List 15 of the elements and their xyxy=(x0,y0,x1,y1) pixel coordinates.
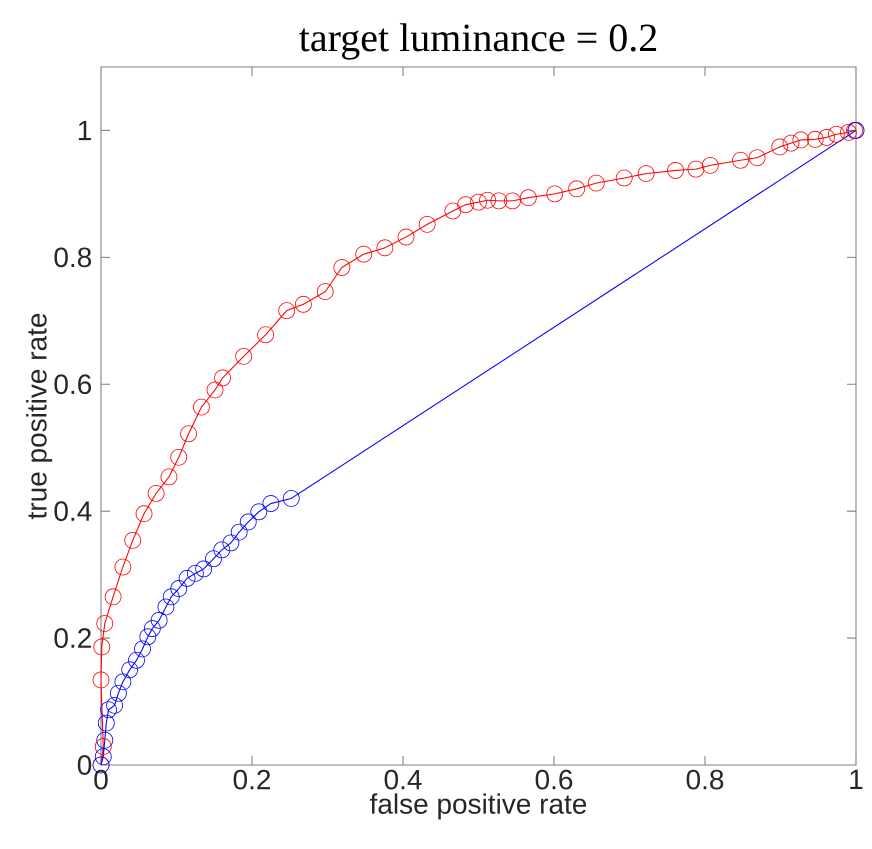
y-tick-label: 1 xyxy=(78,120,91,140)
x-tick-label: 0.6 xyxy=(536,770,572,790)
x-tick-label: 0.2 xyxy=(234,770,270,790)
y-tick-label: 0 xyxy=(78,755,92,775)
y-tick-label: 0.2 xyxy=(54,628,91,648)
x-tick-label: 1 xyxy=(850,770,862,789)
x-tick-label: 0.4 xyxy=(384,770,422,790)
x-tick-label: 0 xyxy=(94,770,108,790)
chart-title: target luminance = 0.2 xyxy=(299,23,656,60)
x-tick-label: 0.8 xyxy=(686,770,724,790)
y-tick-label: 0.6 xyxy=(54,374,92,394)
y-tick-label: 0.4 xyxy=(54,501,92,522)
x-axis-title: false positive rate xyxy=(370,793,586,820)
y-tick-label: 0.8 xyxy=(54,247,92,268)
y-axis-title: true positive rate xyxy=(26,314,52,520)
